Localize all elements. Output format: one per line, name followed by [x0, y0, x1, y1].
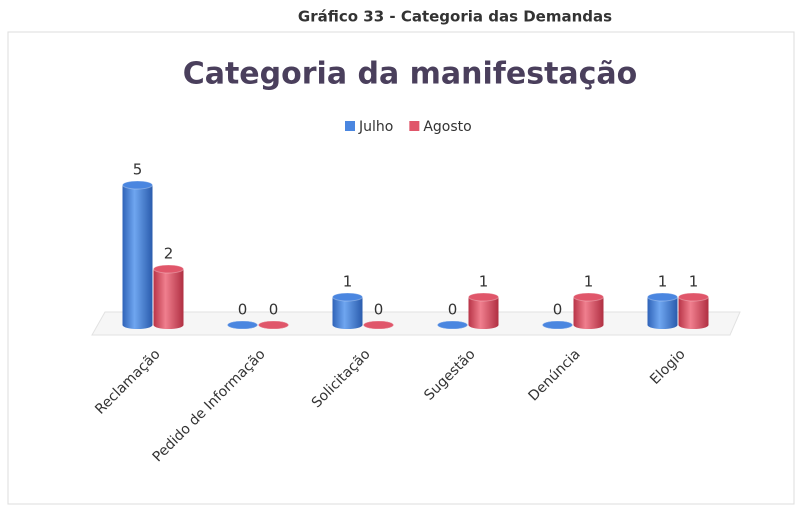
- bar-body: [153, 269, 184, 325]
- bar: [647, 292, 678, 329]
- legend-label: Julho: [358, 119, 393, 135]
- x-tick-label: Solicitação: [309, 346, 374, 411]
- bar-top: [437, 320, 468, 330]
- bar-top: [153, 264, 184, 274]
- bar-body: [468, 297, 499, 325]
- value-label: 1: [658, 273, 668, 291]
- value-label: 1: [689, 273, 699, 291]
- value-label: 0: [269, 301, 279, 319]
- x-tick-label: Pedido de Informação: [150, 346, 269, 465]
- value-label: 5: [133, 161, 143, 179]
- x-tick-label: Denúncia: [526, 346, 584, 404]
- bar: [542, 320, 573, 330]
- bar: [363, 320, 394, 330]
- bar-body: [678, 297, 709, 325]
- bar: [678, 292, 709, 329]
- chart-title: Categoria da manifestação: [183, 57, 638, 92]
- bar-top: [647, 292, 678, 302]
- bar: [227, 320, 258, 330]
- bar-body: [122, 185, 153, 325]
- legend-swatch: [345, 121, 355, 131]
- bar-top: [542, 320, 573, 330]
- x-tick-label: Elogio: [647, 346, 688, 387]
- bar-top: [678, 292, 709, 302]
- bar: [332, 292, 363, 329]
- bar-body: [647, 297, 678, 325]
- chart-frame: [7, 31, 795, 505]
- x-tick-label: Reclamação: [92, 346, 163, 417]
- bar-top: [332, 292, 363, 302]
- value-label: 0: [374, 301, 384, 319]
- x-tick-label: Sugestão: [421, 346, 478, 403]
- value-label: 1: [343, 273, 353, 291]
- value-label: 0: [448, 301, 458, 319]
- value-label: 2: [164, 245, 174, 263]
- bar-top: [573, 292, 604, 302]
- legend-label: Agosto: [423, 119, 471, 135]
- legend-swatch: [409, 121, 420, 131]
- bar: [122, 180, 153, 329]
- bar-top: [363, 320, 394, 330]
- bar-top: [258, 320, 289, 330]
- floor: [91, 311, 741, 336]
- value-label: 1: [479, 273, 489, 291]
- bar: [437, 320, 468, 330]
- bar: [468, 292, 499, 329]
- bar: [153, 264, 184, 329]
- bar: [573, 292, 604, 329]
- bar-top: [468, 292, 499, 302]
- bar-body: [573, 297, 604, 325]
- bar-top: [122, 180, 153, 190]
- bar: [258, 320, 289, 330]
- bar-top: [227, 320, 258, 330]
- value-label: 0: [238, 301, 248, 319]
- caption: Gráfico 33 - Categoria das Demandas: [298, 8, 612, 26]
- value-label: 1: [584, 273, 594, 291]
- value-label: 0: [553, 301, 563, 319]
- bar-body: [332, 297, 363, 325]
